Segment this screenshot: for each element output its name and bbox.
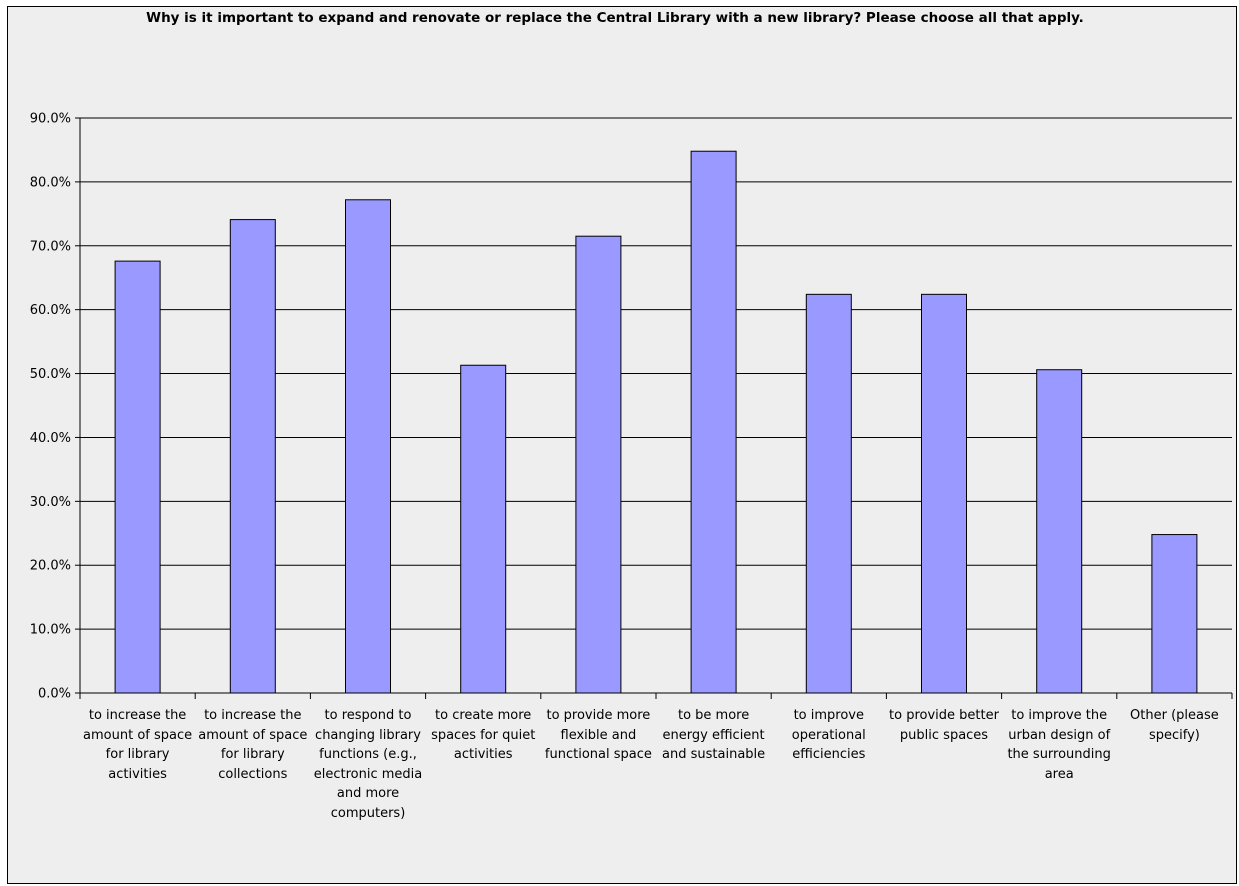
- x-tick-label: to be more energy efficient and sustaina…: [662, 708, 766, 762]
- bar: [575, 235, 622, 694]
- y-tick-label: 50.0%: [30, 367, 71, 382]
- bar: [114, 260, 161, 694]
- x-tick-label: to increase the amount of space for libr…: [198, 708, 308, 782]
- x-tick-label: to improve operational efficiencies: [791, 708, 866, 762]
- y-tick-label: 60.0%: [30, 303, 71, 318]
- x-tick-label: to improve the urban design of the surro…: [1007, 708, 1111, 782]
- y-tick-label: 20.0%: [30, 559, 71, 574]
- y-tick-label: 80.0%: [30, 175, 71, 190]
- chart-frame: [7, 6, 1237, 884]
- y-tick-label: 70.0%: [30, 239, 71, 254]
- bar: [229, 219, 276, 694]
- bar: [1036, 369, 1083, 694]
- y-tick-label: 30.0%: [30, 495, 71, 510]
- bar: [690, 150, 737, 694]
- bar: [805, 293, 852, 694]
- y-tick-label: 90.0%: [30, 112, 71, 127]
- x-tick-label: to provide more flexible and functional …: [544, 708, 652, 762]
- x-tick-label: to provide better public spaces: [889, 708, 999, 743]
- bar: [345, 199, 391, 694]
- y-tick-label: 10.0%: [30, 623, 71, 638]
- chart-title: Why is it important to expand and renova…: [146, 10, 1084, 26]
- x-tick-label: to respond to changing library functions…: [313, 708, 423, 821]
- y-tick-label: 40.0%: [30, 431, 71, 446]
- bar: [1151, 534, 1198, 694]
- x-tick-label: Other (please specify): [1130, 708, 1219, 743]
- x-tick-label: to create more spaces for quiet activiti…: [431, 708, 536, 762]
- y-tick-label: 0.0%: [38, 687, 71, 702]
- bar: [921, 293, 967, 694]
- bar: [460, 364, 507, 694]
- x-tick-label: to increase the amount of space for libr…: [83, 708, 193, 782]
